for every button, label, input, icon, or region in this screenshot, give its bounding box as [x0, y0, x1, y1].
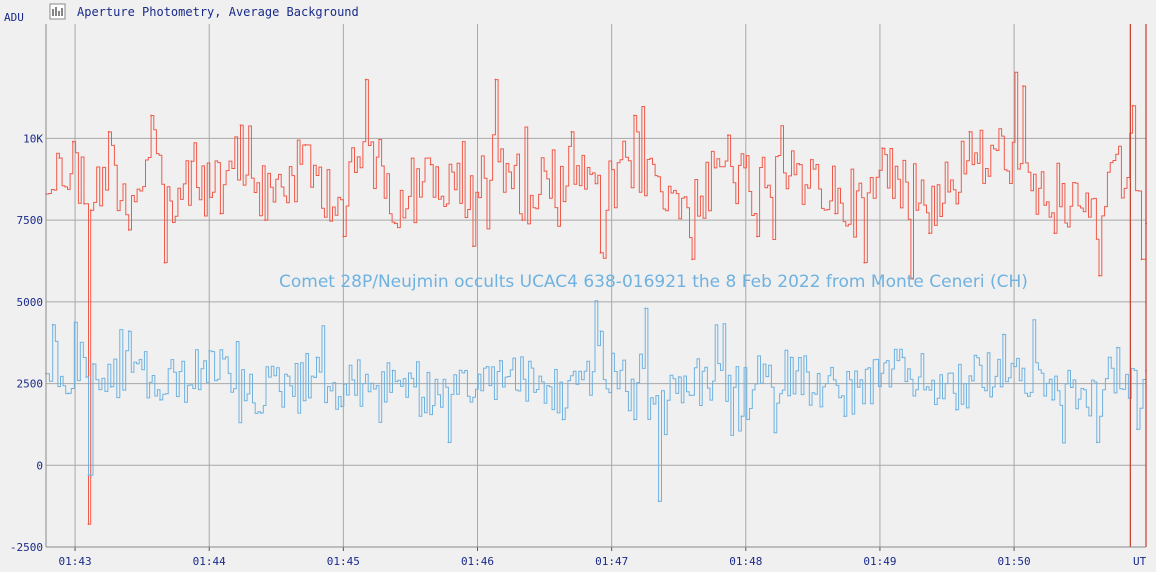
series-2-point: [109, 385, 112, 388]
y-tick-label: 7500: [17, 214, 44, 227]
series-1-point: [83, 202, 85, 205]
series-line-1: [46, 71, 1147, 525]
series-1-point: [89, 209, 92, 212]
series-2-point: [644, 307, 647, 310]
series-1-point: [1053, 232, 1056, 235]
series-1-point: [71, 140, 74, 143]
series-1-point: [521, 219, 524, 222]
series-2-point: [657, 500, 660, 503]
x-tick-label: 01:48: [729, 555, 762, 568]
series-2-point: [92, 363, 94, 365]
series-2-point: [599, 330, 602, 333]
series-2-point: [67, 392, 70, 395]
series-1-point: [127, 229, 130, 231]
series-1-point: [727, 134, 729, 137]
series-1-point: [264, 219, 267, 222]
x-tick-label: 01:43: [59, 555, 92, 568]
series-1-point: [429, 163, 432, 166]
series-1-point: [342, 235, 345, 238]
marker-layer: [1129, 24, 1147, 547]
series-1-point: [494, 78, 497, 81]
series-2-point: [561, 418, 564, 421]
chart-annotation: Comet 28P/Neujmin occults UCAC4 638-0169…: [279, 272, 1028, 292]
series-1-point: [107, 130, 110, 133]
series-1-point: [928, 232, 931, 235]
series-2-point: [127, 330, 130, 333]
y-tick-label: 0: [36, 459, 43, 472]
series-1-point: [570, 130, 573, 133]
series-2-point: [315, 356, 318, 359]
series-2-point: [208, 349, 211, 352]
series-2-point: [1116, 346, 1118, 349]
series-1-point: [834, 212, 837, 215]
series-layer: [45, 71, 1147, 526]
series-2-point: [789, 356, 792, 359]
x-tick-label: 01:50: [998, 555, 1031, 568]
series-1-point: [691, 258, 694, 261]
series-1-point: [863, 261, 866, 264]
series-1-point: [968, 130, 971, 133]
series-2-point: [259, 412, 262, 414]
series-2-point: [340, 405, 343, 408]
y-tick-label: 2500: [17, 378, 44, 391]
series-1-point: [881, 147, 884, 150]
series-2-point: [498, 359, 501, 362]
series-2-point: [87, 474, 90, 476]
series-1-point: [190, 160, 193, 163]
series-1-point: [304, 144, 307, 146]
series-1-point: [599, 251, 602, 254]
y-tick-label: 5000: [17, 296, 44, 309]
series-1-point: [219, 212, 222, 215]
x-axis-label: UT: [1133, 555, 1147, 568]
series-1-point: [756, 235, 758, 238]
series-1-point: [364, 78, 367, 81]
series-1-point: [58, 157, 61, 159]
series-2-point: [1002, 333, 1004, 336]
y-axis-label: ADU: [4, 11, 24, 24]
series-2-point: [740, 415, 743, 418]
y-tick-label: -2500: [10, 541, 43, 554]
series-1-point: [87, 523, 90, 526]
plot-area: [46, 24, 1146, 547]
axis-layer: -2500 0 2500 5000 7500 10K 01:43 01:44 01:45 01:4…: [10, 24, 1146, 568]
series-1-point: [472, 245, 474, 248]
x-tick-label: 01:46: [461, 555, 494, 568]
x-tick-label: 01:45: [327, 555, 360, 568]
x-tick-label: 01:49: [863, 555, 896, 568]
series-1-point: [1140, 258, 1143, 261]
grid: [46, 24, 1146, 548]
y-tick-label: 10K: [23, 132, 43, 145]
x-tick-label: 01:47: [595, 555, 628, 568]
series-1-point: [798, 163, 801, 166]
chart-title: Aperture Photometry, Average Background: [77, 5, 359, 19]
series-2-point: [843, 415, 846, 418]
series-1-point: [1022, 85, 1024, 88]
series-1-point: [1131, 104, 1134, 107]
series-2-point: [51, 323, 54, 326]
x-tick-label: 01:44: [193, 555, 226, 568]
series-2-point: [1136, 428, 1138, 431]
series-2-point: [447, 441, 450, 444]
series-1-point: [393, 222, 396, 225]
series-1-point: [633, 114, 635, 117]
series-2-point: [901, 356, 904, 359]
series-2-point: [633, 418, 635, 421]
series-2-point: [159, 399, 161, 401]
chart-icon[interactable]: [49, 3, 66, 20]
series-2-point: [1051, 399, 1053, 401]
series-1-point: [163, 261, 166, 264]
series-2-point: [85, 376, 88, 378]
series-line-2: [46, 300, 1147, 502]
series-1-point: [239, 124, 242, 127]
series-1-point: [1098, 274, 1100, 277]
series-2-point: [391, 369, 394, 372]
series-2-point: [677, 376, 680, 378]
series-1-point: [150, 114, 152, 117]
series-2-point: [1095, 441, 1098, 444]
series-2-point: [955, 408, 957, 411]
